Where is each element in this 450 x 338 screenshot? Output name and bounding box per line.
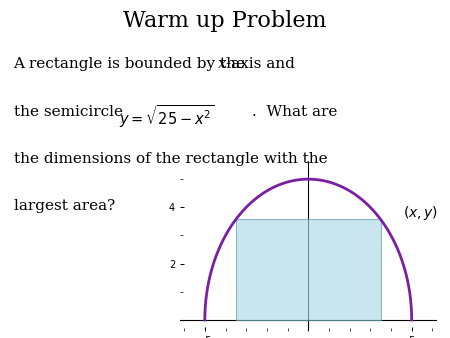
Text: -axis and: -axis and — [226, 57, 295, 71]
Text: $(x,y)$: $(x,y)$ — [403, 204, 439, 222]
Text: largest area?: largest area? — [14, 199, 115, 213]
Bar — [236, 219, 381, 320]
Text: the dimensions of the rectangle with the: the dimensions of the rectangle with the — [14, 152, 327, 166]
Text: A rectangle is bounded by the: A rectangle is bounded by the — [14, 57, 250, 71]
Text: Warm up Problem: Warm up Problem — [123, 10, 327, 32]
Text: x: x — [218, 57, 227, 71]
Text: the semicircle: the semicircle — [14, 105, 122, 119]
Text: .  What are: . What are — [252, 105, 338, 119]
Text: $y = \sqrt{25-x^2}$: $y = \sqrt{25-x^2}$ — [119, 103, 215, 130]
